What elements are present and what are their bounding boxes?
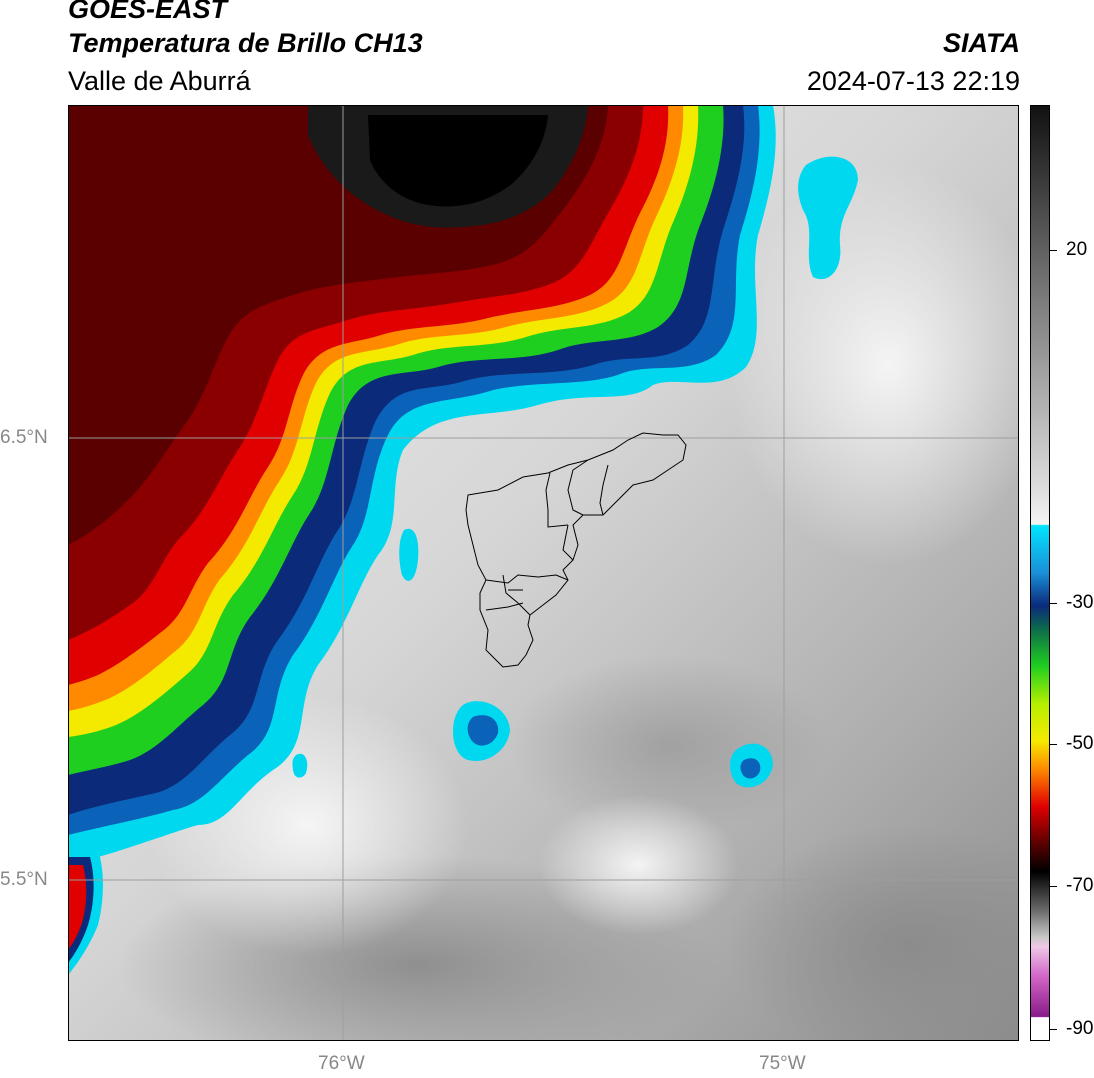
cloud-top-contours	[68, 105, 858, 975]
municipal-boundaries	[465, 432, 687, 668]
colorbar-tick-20	[1050, 250, 1057, 251]
colorbar-label-minus30: -30	[1066, 592, 1094, 613]
lon-label-75w: 75°W	[759, 1053, 806, 1074]
colorbar-label-minus70: -70	[1066, 875, 1094, 896]
colorbar-label-minus50: -50	[1066, 733, 1094, 754]
lon-label-76w: 76°W	[318, 1053, 365, 1074]
colorbar	[1030, 105, 1050, 1041]
colorbar-tick-minus50	[1050, 744, 1057, 745]
lat-label-6-5n: 6.5°N	[0, 427, 48, 448]
map-frame	[68, 105, 1019, 1041]
colorbar-label-minus90: -90	[1066, 1018, 1094, 1039]
title-satellite: GOES-EAST	[68, 0, 228, 24]
colorbar-tick-minus70	[1050, 886, 1057, 887]
graticule	[68, 105, 1019, 1041]
colorbar-label-20: 20	[1066, 239, 1088, 260]
title-region: Valle de Aburrá	[68, 66, 251, 96]
title-organization: SIATA	[943, 28, 1020, 58]
title-product: Temperatura de Brillo CH13	[68, 28, 423, 58]
colorbar-tick-minus30	[1050, 603, 1057, 604]
title-timestamp: 2024-07-13 22:19	[806, 66, 1020, 96]
satellite-map[interactable]	[68, 105, 1019, 1041]
lat-label-5-5n: 5.5°N	[0, 869, 48, 890]
colorbar-tick-minus90	[1050, 1029, 1057, 1030]
